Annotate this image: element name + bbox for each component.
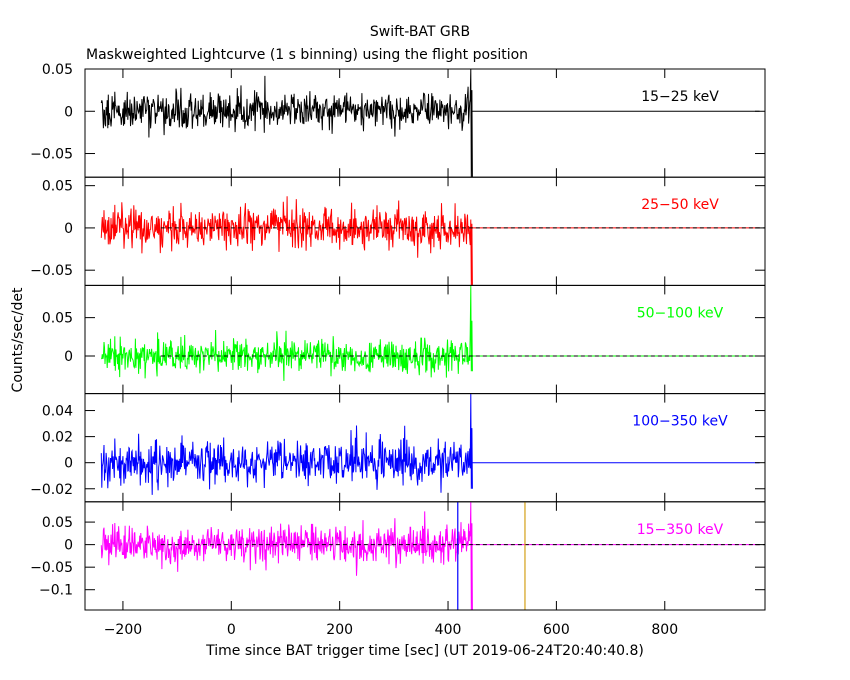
y-tick-label: 0 [64,538,73,554]
series-line-3 [100,285,473,381]
y-tick-label: 0 [64,221,73,237]
y-tick-label: 0 [64,104,73,120]
figure-subtitle: Maskweighted Lightcurve (1 s binning) us… [86,47,528,63]
y-tick-label: 0.05 [42,179,73,195]
band-label-3: 50−100 keV [637,305,724,321]
y-tick-label: −0.1 [39,583,73,599]
y-axis-label: Counts/sec/det [10,287,26,392]
panel-2: 0.05 0 −0.05 25−50 keV [30,176,766,286]
series-line-5 [100,501,473,611]
band-label-5: 15−350 keV [637,522,724,538]
band-label-4: 100−350 keV [632,414,728,430]
y-tick-label: −0.05 [30,560,73,576]
y-tick-label: 0 [64,349,73,365]
panel-1: 0.05 0 −0.05 15−25 keV [30,62,766,178]
x-tick-label: 600 [543,622,570,638]
series-line-2 [100,196,473,286]
series-line-1 [100,68,473,178]
y-tick-label: −0.05 [30,263,73,279]
y-tick-label: −0.05 [30,147,73,163]
panel-frame-4 [84,393,766,503]
series-line-4 [100,393,473,495]
x-tick-label: 200 [326,622,353,638]
panel-4: 0.04 0.02 0 −0.02 100−350 keV [30,393,766,503]
y-tick-label: 0.05 [42,515,73,531]
band-label-1: 15−25 keV [641,89,719,105]
y-tick-label: 0.04 [42,404,73,420]
y-tick-label: 0.05 [42,311,73,327]
x-tick-label: 400 [435,622,462,638]
y-tick-label: 0 [64,456,73,472]
panel-frame-5 [84,501,766,611]
y-tick-label: 0.02 [42,430,73,446]
x-tick-label: 800 [651,622,678,638]
panel-3: 0.05 0 50−100 keV [42,284,766,395]
y-tick-label: 0.05 [42,62,73,78]
figure-title: Swift-BAT GRB [370,24,470,40]
band-label-2: 25−50 keV [641,197,719,213]
x-tick-label: 0 [227,622,236,638]
x-axis-label: Time since BAT trigger time [sec] (UT 20… [205,643,644,659]
y-tick-label: −0.02 [30,482,73,498]
x-tick-label: −200 [104,622,142,638]
panel-5: 0.05 0 −0.05 −0.1 15−350 keV [30,501,766,611]
